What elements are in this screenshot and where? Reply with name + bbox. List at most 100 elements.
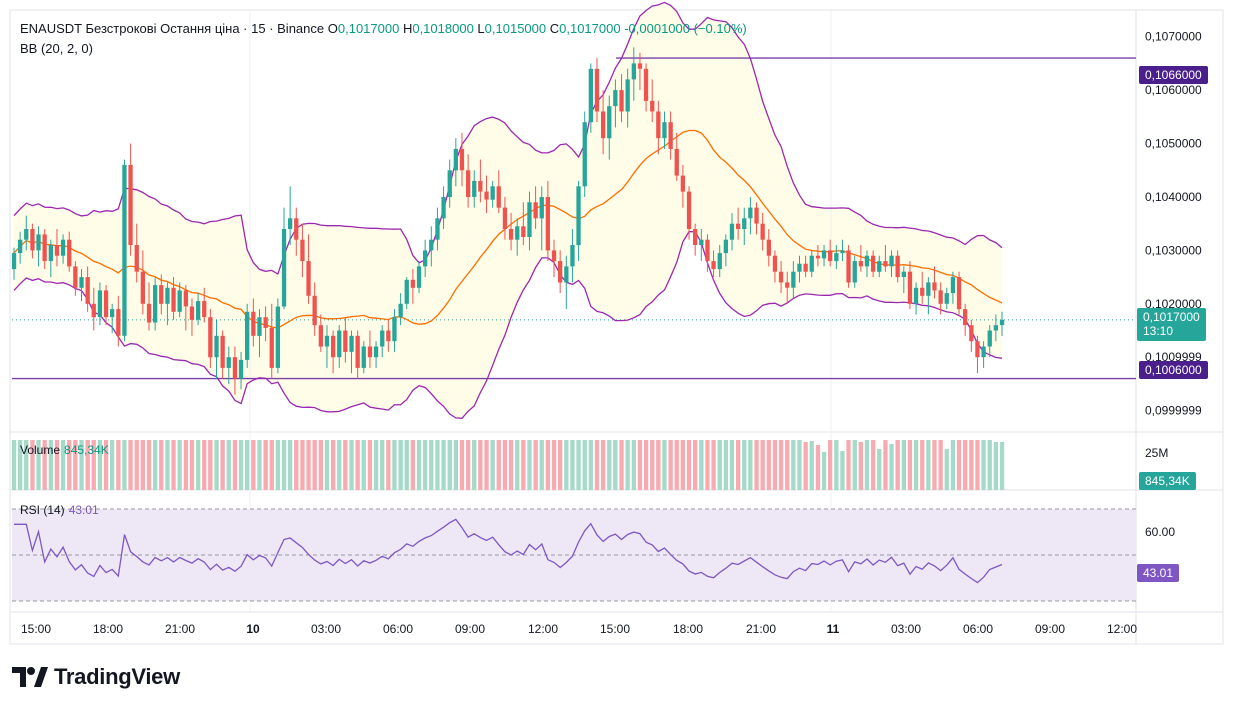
candle-body [60, 239, 66, 256]
candle-body [570, 245, 575, 267]
candle-body [288, 218, 293, 229]
price-tick-label: 0,1020000 [1145, 297, 1202, 311]
candle-body [214, 335, 219, 358]
lower-level-tag: 0,1006000 [1139, 361, 1208, 379]
candle-body [30, 229, 35, 251]
high-value: 0,1018000 [412, 21, 474, 36]
volume-bar [527, 440, 532, 490]
volume-bar [288, 440, 293, 490]
candle-body [36, 234, 41, 251]
candle-body [650, 100, 655, 112]
symbol-line: ENAUSDT Безстрокові Остання ціна · 15 · … [20, 21, 325, 36]
volume-bar [36, 440, 41, 490]
candle-body [189, 306, 195, 320]
volume-bar [324, 440, 330, 490]
time-tick-label: 03:00 [891, 622, 921, 636]
candle-body [441, 197, 446, 219]
candle-body [809, 255, 814, 272]
volume-indicator-label[interactable]: Volume 845,34K [20, 443, 109, 457]
candle-body [699, 239, 704, 245]
volume-bar [134, 440, 139, 490]
volume-bar [508, 440, 514, 490]
volume-bar [809, 441, 814, 490]
rsi-tick-label: 60.00 [1145, 525, 1175, 539]
candle-body [969, 325, 974, 342]
candle-body [527, 202, 532, 237]
volume-bar [760, 440, 765, 490]
candle-body [748, 207, 753, 219]
candle-body [920, 287, 925, 296]
volume-bar [367, 440, 373, 490]
candle-body [631, 63, 636, 80]
volume-bar [140, 440, 145, 490]
candle-body [318, 325, 323, 347]
open-label: O [327, 21, 338, 36]
candle-body [410, 279, 415, 288]
volume-bar [871, 440, 876, 490]
volume-bar [208, 440, 213, 490]
volume-bar [18, 440, 23, 490]
volume-bar [441, 440, 446, 490]
volume-bar [883, 440, 888, 490]
volume-bar [79, 440, 84, 490]
volume-bar [122, 440, 127, 490]
candle-body [717, 253, 722, 270]
candle-body [539, 197, 544, 219]
candle-body [637, 63, 643, 69]
candle-body [742, 218, 747, 229]
candle-body [594, 68, 600, 112]
volume-bar [601, 440, 606, 490]
candle-body [67, 239, 72, 267]
tradingview-logo[interactable]: TradingView [12, 664, 180, 690]
time-tick-label: 18:00 [673, 622, 703, 636]
candle-body [772, 255, 778, 272]
volume-bar [711, 440, 716, 490]
last-price-tag: 0,1017000 13:10 [1137, 308, 1206, 341]
volume-bar [754, 440, 759, 490]
candle-body [281, 229, 287, 307]
volume-bar [834, 440, 839, 490]
volume-bar [956, 440, 962, 490]
candle-body [877, 261, 882, 272]
volume-bar [637, 440, 643, 490]
volume-label: Volume [20, 443, 61, 457]
volume-bar [11, 440, 17, 490]
candle-body [975, 341, 980, 358]
volume-bar [355, 440, 360, 490]
volume-bar [404, 440, 409, 490]
candle-body [754, 207, 759, 224]
volume-bar [453, 440, 458, 490]
candle-body [367, 346, 373, 358]
volume-bar [398, 440, 403, 490]
volume-bar [466, 440, 471, 490]
volume-bar [386, 440, 391, 490]
change-value: -0,0001000 (−0.10%) [624, 21, 747, 36]
rsi-indicator-label[interactable]: RSI (14) 43.01 [20, 503, 99, 517]
volume-bar [736, 440, 741, 490]
candle-body [232, 357, 238, 379]
volume-bar [963, 440, 968, 490]
candle-body [48, 245, 53, 261]
volume-tick-label: 25M [1145, 446, 1168, 460]
candle-body [791, 271, 796, 288]
volume-bar [576, 440, 581, 490]
volume-bar [447, 440, 452, 490]
low-value: 0,1015000 [484, 21, 547, 36]
candle-body [502, 207, 508, 229]
time-tick-label: 03:00 [311, 622, 341, 636]
candle-body [128, 164, 133, 245]
candle-body [797, 263, 802, 272]
price-tick-label: 0,1030000 [1145, 243, 1202, 257]
candle-body [693, 229, 698, 245]
volume-bar [300, 440, 305, 490]
volume-bar [650, 440, 655, 490]
rsi-line [14, 518, 1003, 584]
candle-body [705, 239, 710, 262]
volume-bar [429, 440, 434, 490]
candle-body [416, 266, 422, 288]
volume-bar [423, 440, 428, 490]
candle-body [398, 303, 403, 318]
volume-bar [91, 440, 96, 490]
bb-indicator-label[interactable]: BB (20, 2, 0) [20, 41, 93, 56]
